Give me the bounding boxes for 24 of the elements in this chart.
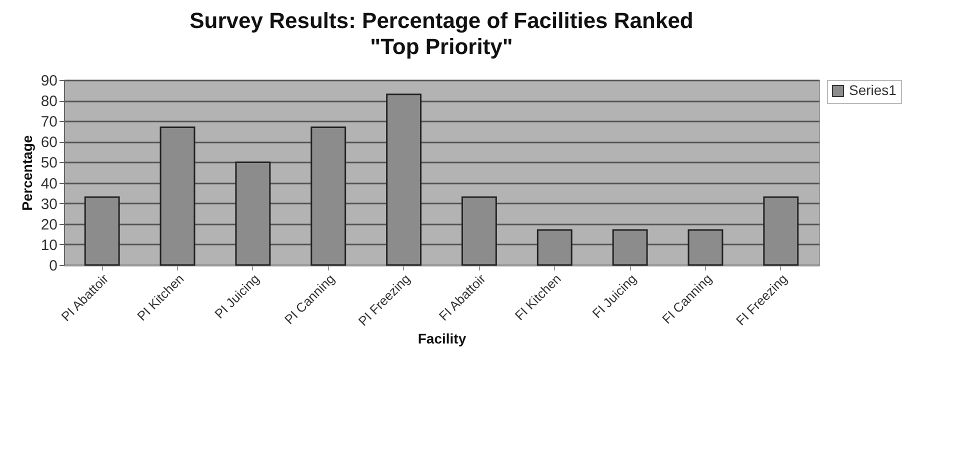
- bar: [84, 196, 120, 266]
- y-tick-label: 10: [40, 236, 58, 254]
- bar: [461, 196, 497, 266]
- chart-title: Survey Results: Percentage of Facilities Ranked "Top Priority": [190, 8, 694, 59]
- legend-label: Series1: [849, 82, 897, 98]
- y-tick-label: 80: [40, 93, 58, 110]
- bar: [310, 126, 346, 266]
- y-tick-label: 30: [40, 196, 58, 213]
- bar: [688, 229, 724, 266]
- y-tick-label: 40: [40, 175, 58, 192]
- y-axis-title: Percentage: [18, 135, 35, 211]
- bar: [763, 196, 799, 266]
- bar: [612, 229, 648, 266]
- y-tick-label: 20: [40, 216, 58, 234]
- bar: [386, 94, 422, 266]
- x-axis-title: Facility: [418, 330, 466, 347]
- bar: [536, 229, 572, 266]
- y-tick-label: 0: [49, 258, 58, 274]
- y-tick-label: 50: [40, 154, 58, 172]
- y-tick-label: 90: [40, 72, 58, 90]
- y-tick-label: 60: [40, 134, 58, 152]
- bar: [160, 126, 196, 266]
- y-tick-label: 70: [40, 114, 58, 131]
- bar: [235, 161, 271, 266]
